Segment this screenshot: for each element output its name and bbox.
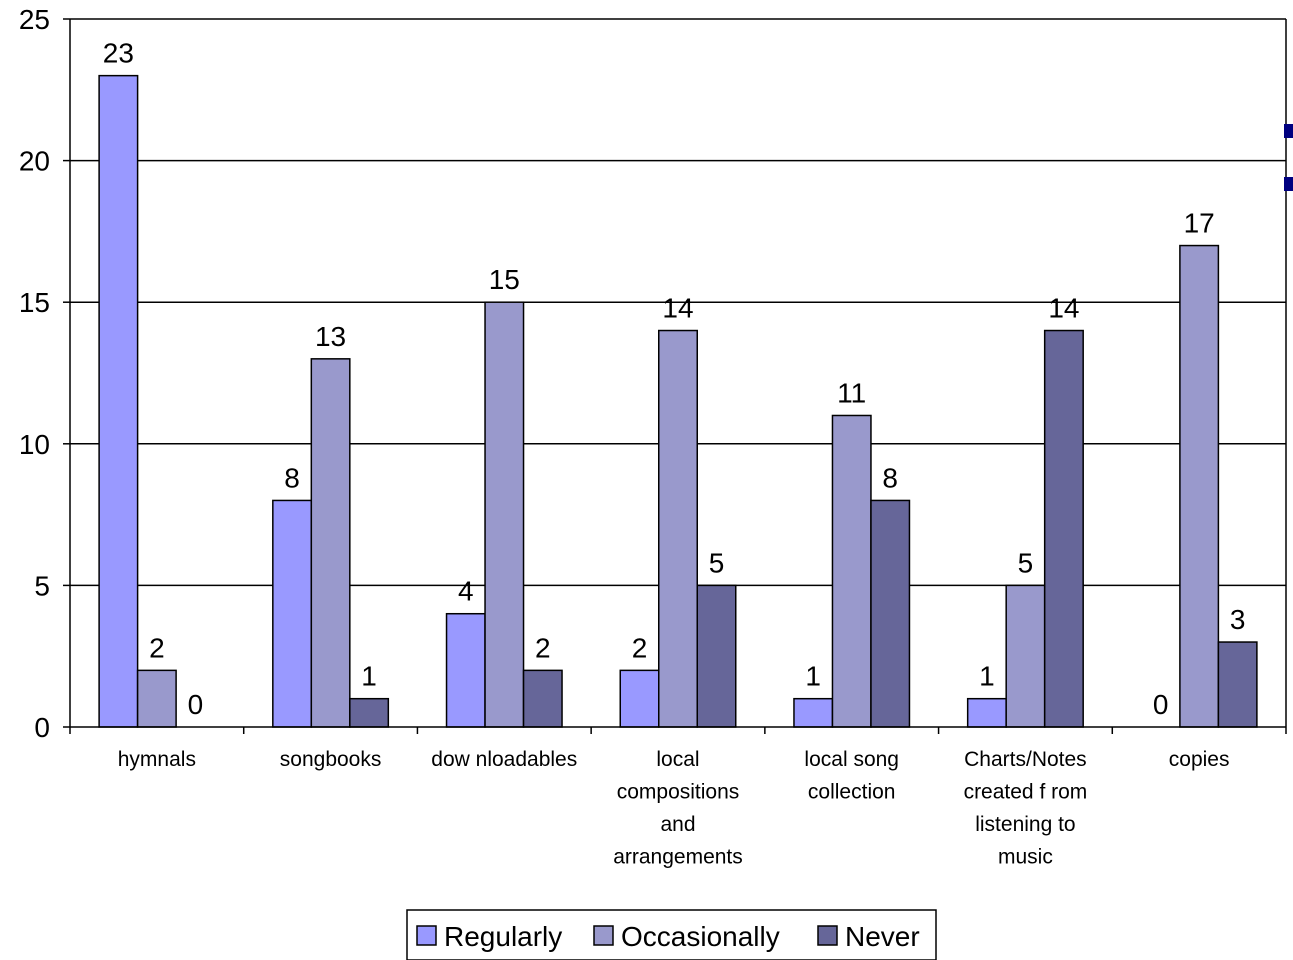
- bar-never: [870, 499, 911, 728]
- x-axis-category-labels: hymnals songbooks dow nloadables local compo…: [118, 748, 1230, 869]
- side-markers: [1284, 124, 1293, 191]
- data-label: 15: [489, 264, 520, 295]
- category-label: Charts/Notes: [964, 748, 1087, 771]
- bar-never: [522, 669, 563, 728]
- category-label: local: [656, 748, 699, 771]
- data-label: 14: [662, 293, 693, 324]
- category-label: arrangements: [613, 846, 743, 869]
- category-label: compositions: [617, 781, 740, 804]
- category-label: songbooks: [280, 748, 382, 771]
- data-label: 17: [1184, 208, 1215, 239]
- y-tick-label: 10: [19, 429, 50, 460]
- y-axis-tick-labels: 0 5 10 15 20 25: [19, 4, 50, 743]
- bar-regularly: [966, 697, 1007, 728]
- data-label: 14: [1048, 293, 1079, 324]
- legend-swatch-never: [817, 925, 838, 946]
- legend-label-never: Never: [845, 921, 920, 952]
- bar-occasionally: [831, 414, 872, 728]
- legend-box: [406, 909, 937, 960]
- bar-never: [696, 584, 737, 728]
- category-label: copies: [1169, 748, 1230, 771]
- y-tick-label: 20: [19, 146, 50, 177]
- bar-regularly: [445, 612, 486, 728]
- category-label: listening to: [975, 813, 1075, 836]
- data-label: 3: [1230, 604, 1246, 635]
- bar-regularly: [619, 669, 660, 728]
- y-tick-label: 25: [19, 4, 50, 35]
- bar-never: [1217, 641, 1258, 728]
- category-label: dow nloadables: [431, 748, 577, 771]
- bar-occasionally: [658, 329, 698, 728]
- category-label: and: [660, 813, 695, 836]
- data-label: 0: [188, 689, 204, 720]
- bar-occasionally: [1179, 244, 1220, 728]
- bar-regularly: [98, 74, 139, 728]
- legend-swatch-occasionally: [593, 925, 614, 946]
- bars: [98, 74, 1258, 728]
- data-label: 2: [632, 632, 648, 663]
- legend-label-occasionally: Occasionally: [621, 921, 780, 952]
- legend-label-regularly: Regularly: [444, 921, 562, 952]
- data-label: 11: [837, 377, 866, 408]
- legend: Regularly Occasionally Never: [406, 909, 937, 960]
- data-label: 2: [149, 632, 165, 663]
- y-tick-label: 0: [34, 712, 50, 743]
- y-tick-label: 15: [19, 287, 50, 318]
- bar-regularly: [793, 697, 834, 728]
- data-label: 8: [284, 462, 300, 493]
- data-label: 1: [805, 661, 821, 692]
- data-label: 5: [709, 547, 725, 578]
- category-label: music: [998, 846, 1053, 869]
- data-label: 1: [361, 661, 377, 692]
- bar-never: [349, 697, 390, 728]
- bar-occasionally: [136, 669, 177, 728]
- category-label: local song: [804, 748, 899, 771]
- y-tick-label: 5: [34, 570, 50, 601]
- bar-occasionally: [1005, 584, 1046, 728]
- data-label: 4: [458, 576, 474, 607]
- category-label: created f rom: [964, 781, 1088, 804]
- bar-regularly: [272, 499, 313, 728]
- data-label: 8: [882, 462, 898, 493]
- category-label: hymnals: [118, 748, 196, 771]
- marker-square: [1284, 124, 1293, 138]
- data-label: 13: [315, 321, 346, 352]
- category-label: collection: [808, 781, 896, 804]
- bar-occasionally: [484, 301, 525, 728]
- data-label: 23: [103, 38, 134, 69]
- legend-swatch-regularly: [416, 925, 437, 946]
- bar-occasionally: [310, 358, 351, 728]
- data-label: 0: [1153, 689, 1169, 720]
- marker-square: [1284, 177, 1293, 191]
- bar-never: [1043, 329, 1084, 728]
- data-label: 5: [1018, 547, 1034, 578]
- data-label: 1: [979, 661, 995, 692]
- data-label: 2: [535, 632, 551, 663]
